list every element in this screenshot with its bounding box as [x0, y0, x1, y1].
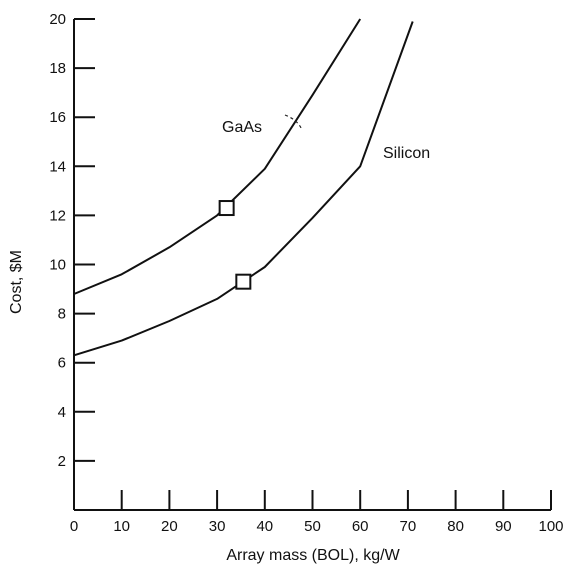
y-tick-label: 12 [49, 207, 66, 224]
x-axis-label: Array mass (BOL), kg/W [226, 547, 400, 564]
y-axis-label: Cost, $M [8, 250, 25, 314]
x-tick-label: 20 [161, 518, 178, 535]
y-tick-label: 2 [58, 453, 66, 470]
x-tick-label: 0 [70, 518, 78, 535]
series-line-gaas [73, 18, 362, 295]
x-tick-label: 50 [304, 518, 321, 535]
y-tick-label: 14 [49, 158, 66, 175]
y-tick-label: 18 [49, 60, 66, 77]
x-tick-label: 80 [447, 518, 464, 535]
axes: 0 10 20 30 40 50 60 70 80 90 100 2 4 6 8 10 12 14 16 18 20 [49, 11, 563, 535]
x-tick-label: 100 [538, 518, 563, 535]
series-marker-gaas [218, 200, 235, 217]
series-markers [218, 200, 252, 290]
x-tick-label: 40 [256, 518, 273, 535]
y-tick-label: 20 [49, 11, 66, 28]
series-marker-silicon [235, 273, 252, 290]
y-tick-label: 8 [58, 306, 66, 323]
series-label-silicon: Silicon [383, 145, 430, 162]
series-lines [73, 18, 414, 357]
y-tick-label: 4 [58, 404, 66, 421]
gaas-leader-line [284, 114, 303, 131]
y-tick-label: 6 [58, 355, 66, 372]
y-tick-label: 16 [49, 109, 66, 126]
y-tick-label: 10 [49, 257, 66, 274]
x-tick-label: 10 [113, 518, 130, 535]
series-label-gaas: GaAs [222, 119, 262, 136]
x-tick-label: 60 [352, 518, 369, 535]
x-tick-label: 70 [400, 518, 417, 535]
x-tick-label: 30 [209, 518, 226, 535]
x-tick-label: 90 [495, 518, 512, 535]
